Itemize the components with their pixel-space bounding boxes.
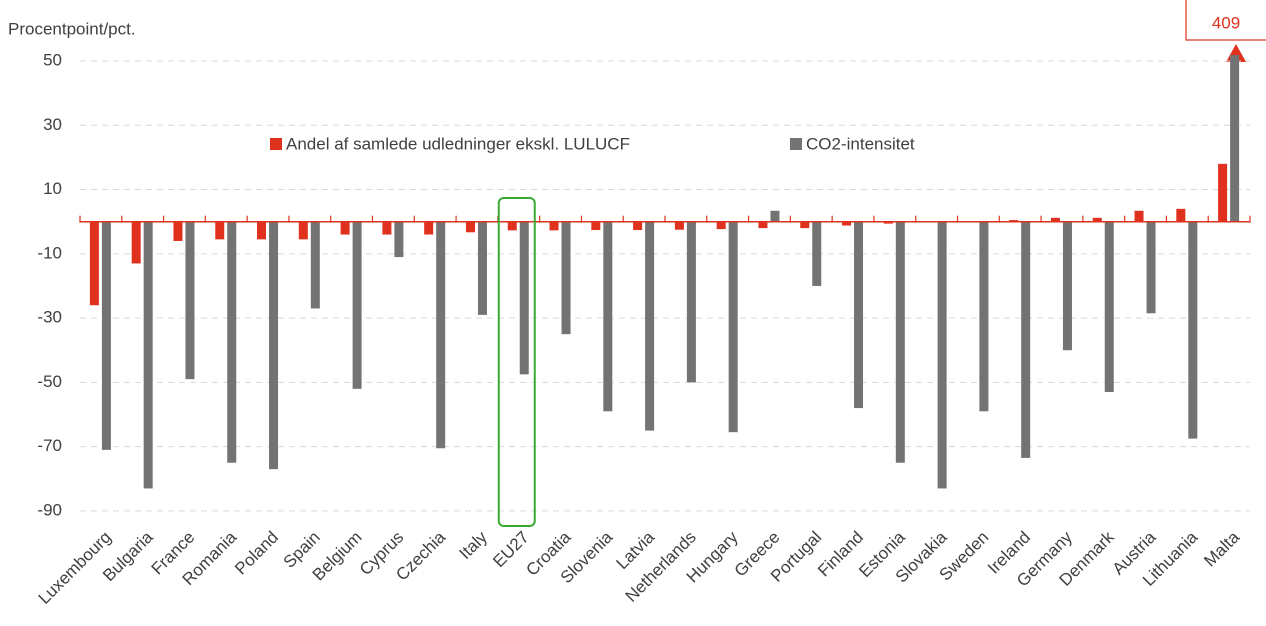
- bar: [131, 221, 141, 264]
- bar: [352, 221, 362, 389]
- bar: [1134, 210, 1144, 222]
- bar: [591, 221, 601, 231]
- bars: [89, 55, 1240, 489]
- bar: [800, 221, 810, 229]
- bar: [1050, 217, 1060, 222]
- bar: [1092, 217, 1102, 222]
- bar: [674, 221, 684, 230]
- bar: [842, 221, 852, 226]
- bar: [1176, 208, 1186, 222]
- bar: [883, 221, 893, 224]
- bar: [716, 221, 726, 230]
- bar: [686, 221, 696, 383]
- bar: [770, 210, 780, 222]
- bar: [340, 221, 350, 235]
- bar: [519, 221, 529, 375]
- bar: [101, 221, 111, 450]
- x-tick-label: Malta: [1200, 527, 1243, 570]
- y-tick-label: 10: [43, 179, 62, 198]
- bar: [979, 221, 989, 412]
- bar: [298, 221, 308, 240]
- bar: [812, 221, 822, 286]
- bar: [477, 221, 487, 315]
- highlight-box: [497, 197, 536, 527]
- bar: [1146, 221, 1156, 314]
- bar: [215, 221, 225, 240]
- bar: [1021, 221, 1031, 458]
- bar: [257, 221, 267, 240]
- x-tick-label: Poland: [231, 528, 282, 579]
- bar: [1218, 163, 1228, 222]
- bar: [645, 221, 655, 431]
- bar: [549, 221, 559, 231]
- bar: [633, 221, 643, 231]
- bar: [1230, 55, 1240, 222]
- bar: [436, 221, 446, 449]
- bar: [1009, 220, 1019, 222]
- annotation-box: [1185, 0, 1266, 41]
- legend-label: CO2-intensitet: [806, 134, 915, 153]
- bar: [1104, 221, 1114, 393]
- bar: [143, 221, 153, 489]
- legend-swatch: [790, 138, 802, 150]
- bar: [561, 221, 571, 335]
- bar: [758, 221, 768, 229]
- bar: [465, 221, 475, 233]
- bar: [854, 221, 864, 409]
- y-tick-label: -70: [37, 436, 62, 455]
- y-tick-label: -90: [37, 500, 62, 519]
- y-tick-label: -30: [37, 308, 62, 327]
- bar: [394, 221, 404, 258]
- legend-swatch: [270, 138, 282, 150]
- bar: [89, 221, 99, 306]
- bar: [1062, 221, 1072, 351]
- bar: [173, 221, 183, 241]
- y-tick-label: -10: [37, 243, 62, 262]
- bar: [185, 221, 195, 380]
- overflow-label: 409: [1212, 13, 1240, 32]
- bar: [603, 221, 613, 412]
- bar: [424, 221, 434, 235]
- bar: [227, 221, 237, 463]
- legend-label: Andel af samlede udledninger ekskl. LULU…: [286, 134, 630, 153]
- bar: [937, 221, 947, 489]
- x-tick-label: Italy: [455, 527, 491, 563]
- bar: [895, 221, 905, 463]
- y-tick-label: -50: [37, 372, 62, 391]
- bar: [1188, 221, 1198, 439]
- bar: [310, 221, 320, 309]
- bar: [507, 221, 517, 231]
- bar: [382, 221, 392, 235]
- bar: [269, 221, 279, 470]
- y-tick-label: 50: [43, 50, 62, 69]
- bar: [728, 221, 738, 433]
- y-tick-label: 30: [43, 115, 62, 134]
- y-axis-label: Procentpoint/pct.: [8, 19, 136, 38]
